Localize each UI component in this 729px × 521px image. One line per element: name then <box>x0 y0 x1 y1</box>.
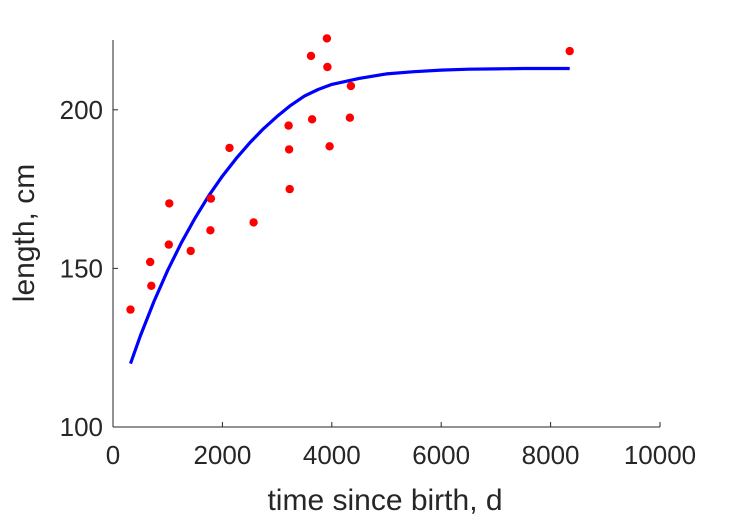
y-tick-label: 150 <box>60 253 103 283</box>
x-axis-label: time since birth, d <box>267 484 502 517</box>
x-tick-label: 6000 <box>412 440 470 470</box>
data-point <box>323 62 332 72</box>
y-tick-label: 100 <box>60 412 103 442</box>
data-point <box>307 115 317 124</box>
data-point <box>565 46 574 56</box>
data-point <box>147 281 156 290</box>
data-point <box>284 145 294 154</box>
data-point <box>225 143 234 153</box>
x-tick-label: 0 <box>106 440 120 470</box>
data-point <box>322 34 332 43</box>
x-tick-label: 10000 <box>624 440 696 470</box>
data-point <box>285 184 294 194</box>
data-point <box>146 257 155 267</box>
series-layer <box>126 34 574 365</box>
data-point <box>186 246 195 256</box>
data-point <box>164 240 173 249</box>
data-point <box>206 194 216 203</box>
data-point <box>306 51 316 61</box>
data-point <box>165 199 174 208</box>
data-point <box>346 81 356 91</box>
fit-curve <box>128 66 570 365</box>
data-point <box>206 226 215 235</box>
data-point <box>345 113 355 122</box>
data-point <box>284 121 293 130</box>
data-point <box>325 142 334 151</box>
x-tick-label: 8000 <box>522 440 580 470</box>
x-tick-label: 4000 <box>303 440 361 470</box>
data-point <box>126 305 135 314</box>
data-point <box>249 218 258 227</box>
axes: 0 2000 4000 6000 8000 10000 100 150 200 <box>60 40 696 470</box>
y-axis-label: length, cm <box>8 164 41 302</box>
x-tick-label: 2000 <box>193 440 251 470</box>
y-tick-label: 200 <box>60 95 103 125</box>
